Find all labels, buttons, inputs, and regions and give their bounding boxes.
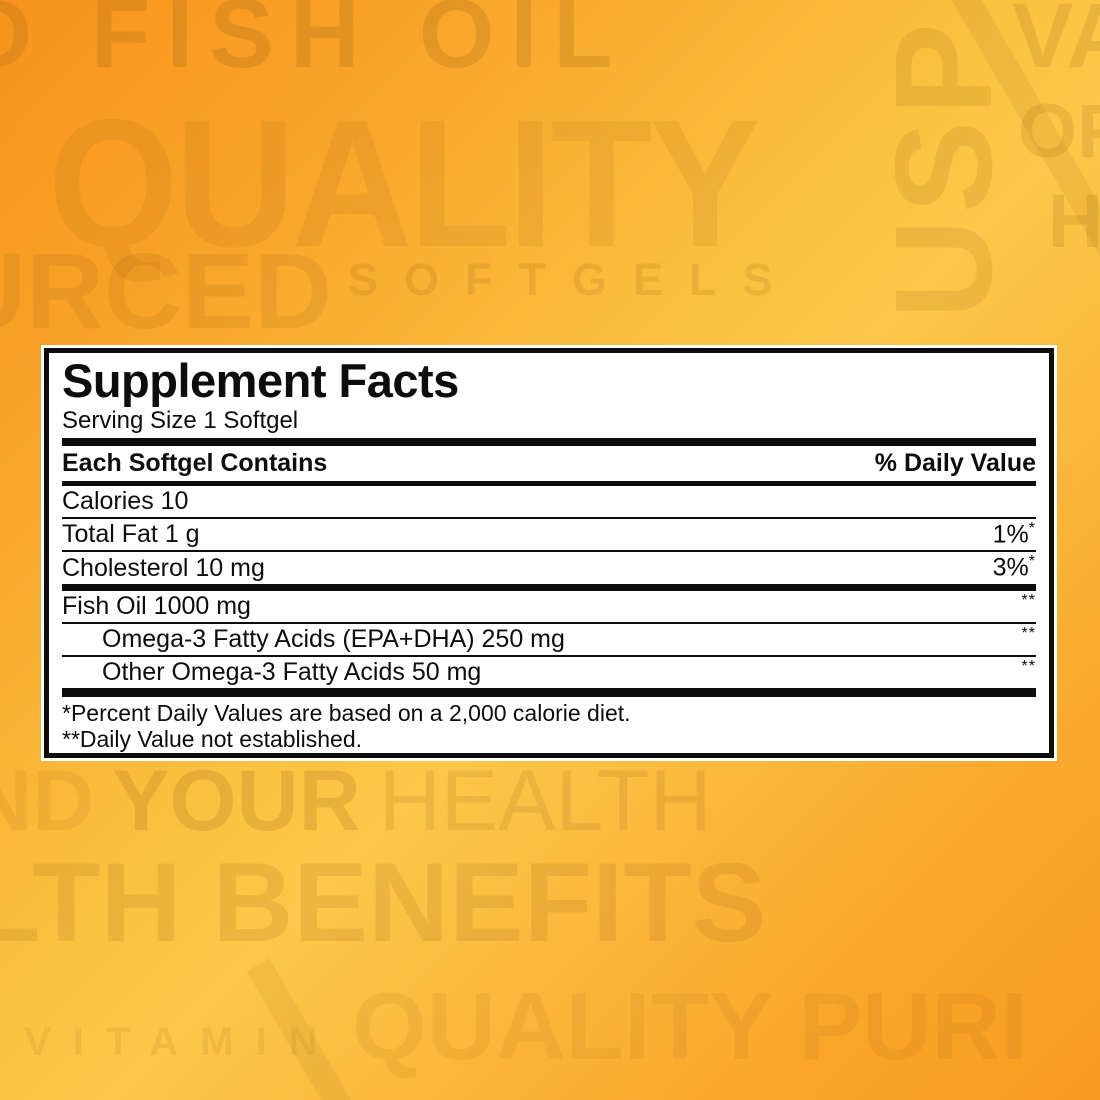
table-header-row: Each Softgel Contains % Daily Value bbox=[62, 446, 1036, 481]
table-row-cholesterol: Cholesterol 10 mg 3%* bbox=[62, 552, 1036, 584]
header-right-label: % Daily Value bbox=[874, 449, 1036, 477]
watermark-your-health-your: YOUR bbox=[112, 753, 361, 849]
watermark-of-cut: OF bbox=[1018, 89, 1100, 174]
watermark-your-health-health: HEALTH bbox=[378, 753, 712, 849]
row-label: Omega-3 Fatty Acids (EPA+DHA) 250 mg bbox=[102, 625, 565, 653]
divider-medium bbox=[62, 481, 1036, 486]
divider-thick bbox=[62, 438, 1036, 446]
watermark-value-cut: VA bbox=[1012, 0, 1100, 87]
watermark-usp: USP bbox=[866, 17, 1021, 319]
divider-thin bbox=[62, 550, 1036, 552]
divider-thin bbox=[62, 517, 1036, 519]
watermark-health-cut: HE bbox=[1048, 179, 1100, 264]
watermark-fish-oil: D FISH OIL bbox=[0, 0, 629, 88]
row-label: Cholesterol 10 mg bbox=[62, 553, 265, 582]
footnote-not-established: **Daily Value not established. bbox=[62, 726, 363, 752]
row-value: 3%* bbox=[992, 553, 1036, 582]
row-label: Total Fat 1 g bbox=[62, 520, 200, 548]
watermark-sourced: URCED bbox=[0, 230, 333, 351]
footnotes: *Percent Daily Values are based on a 2,0… bbox=[62, 700, 1036, 752]
watermark-your-health: ND YOUR HEALTH bbox=[0, 752, 712, 851]
table-row-calories: Calories 10 bbox=[62, 486, 1036, 517]
watermark-vitamin: VITAMIN bbox=[24, 1020, 340, 1064]
serving-size-text: Serving Size 1 Softgel bbox=[62, 407, 299, 434]
watermark-diagonal-stroke-top bbox=[939, 0, 1100, 265]
table-row-total-fat: Total Fat 1 g 1%* bbox=[62, 519, 1036, 550]
divider-thick bbox=[62, 688, 1036, 697]
table-row-fish-oil: Fish Oil 1000 mg ** bbox=[62, 591, 1036, 622]
supplement-facts-panel: Supplement Facts Serving Size 1 Softgel … bbox=[41, 345, 1057, 761]
watermark-your-health-nd: ND bbox=[0, 753, 95, 849]
footnote-daily-values: *Percent Daily Values are based on a 2,0… bbox=[62, 700, 631, 726]
watermark-benefits: LTH BENEFITS bbox=[0, 840, 767, 965]
divider-thin bbox=[62, 622, 1036, 624]
table-row-other-omega3: Other Omega-3 Fatty Acids 50 mg ** bbox=[62, 657, 1036, 688]
watermark-diagonal-stroke-bottom bbox=[246, 958, 380, 1100]
header-left-label: Each Softgel Contains bbox=[62, 449, 328, 477]
watermark-quality: QUALITY bbox=[48, 81, 761, 285]
row-label: Other Omega-3 Fatty Acids 50 mg bbox=[102, 658, 482, 686]
row-value: 1%* bbox=[992, 519, 1036, 549]
row-value: ** bbox=[1021, 592, 1036, 609]
divider-thick bbox=[62, 584, 1036, 591]
row-label: Fish Oil 1000 mg bbox=[62, 592, 251, 620]
divider-thin bbox=[62, 655, 1036, 657]
watermark-softgels: SOFTGELS bbox=[348, 254, 799, 305]
row-label: Calories 10 bbox=[62, 487, 189, 515]
panel-title: Supplement Facts bbox=[62, 354, 459, 407]
watermark-quality-purity: QUALITY PURI bbox=[352, 973, 1028, 1080]
row-value: ** bbox=[1021, 658, 1036, 675]
row-value: ** bbox=[1021, 625, 1036, 642]
table-row-omega3: Omega-3 Fatty Acids (EPA+DHA) 250 mg ** bbox=[62, 624, 1036, 655]
